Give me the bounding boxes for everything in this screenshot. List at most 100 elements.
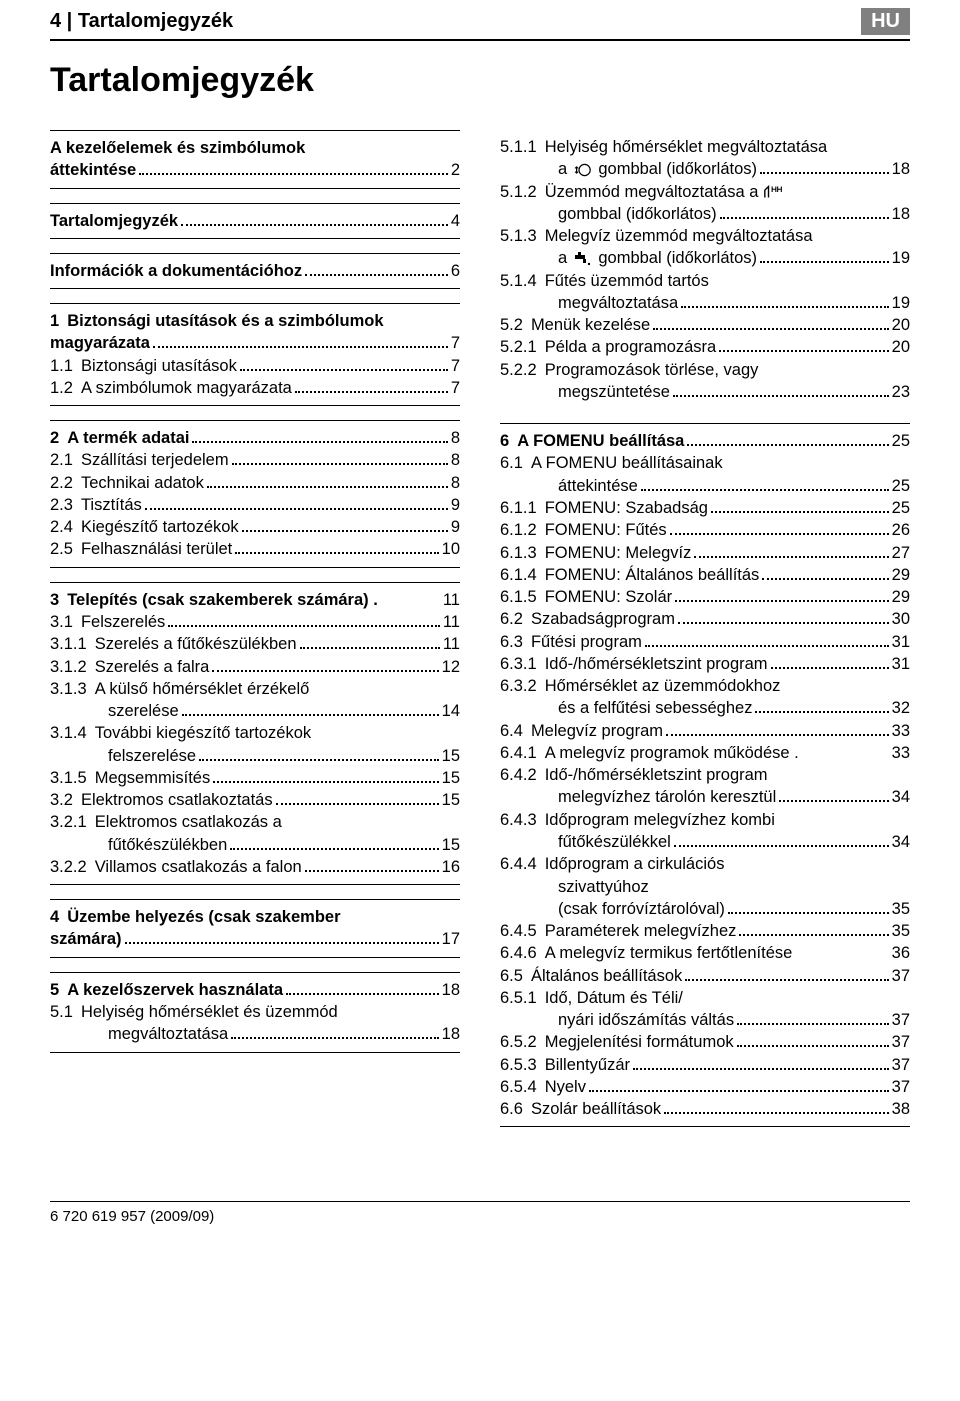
entry-label: Fűtés üzemmód tartós <box>545 270 709 292</box>
leader-dots <box>760 161 889 174</box>
toc-entry: 6.1.5FOMENU: Szolár29 <box>500 586 910 608</box>
leader-dots <box>230 836 438 849</box>
entry-label: (csak forróvíztárolóval) <box>500 898 725 920</box>
toc-column-right: 5.1.1 Helyiség hőmérséklet megváltoztatás… <box>500 130 910 1141</box>
entry-number: 2.1 <box>50 449 73 471</box>
header-left: 4 | Tartalomjegyzék <box>50 10 233 33</box>
entry-page: 37 <box>892 965 910 987</box>
entry-page: 7 <box>451 355 460 377</box>
toc-entry: 5.1.2Üzemmód megváltoztatása a <box>500 181 910 203</box>
entry-page: 19 <box>892 247 910 269</box>
toc-entry: 6.4.5Paraméterek melegvízhez35 <box>500 920 910 942</box>
leader-dots <box>276 792 439 805</box>
entry-page: 20 <box>892 314 910 336</box>
entry-page: 30 <box>892 608 910 630</box>
leader-dots <box>737 1034 889 1047</box>
entry-number: 6.1.1 <box>500 497 537 519</box>
toc-section: 2A termék adatai82.1Szállítási terjedele… <box>50 420 460 568</box>
toc-entry: 2.4Kiegészítő tartozékok9 <box>50 516 460 538</box>
entry-number: 6.3.2 <box>500 675 537 697</box>
entry-label: áttekintése <box>50 159 136 181</box>
entry-page: 14 <box>442 700 460 722</box>
entry-label: FOMENU: Általános beállítás <box>545 564 760 586</box>
entry-page: 8 <box>451 427 460 449</box>
toc-entry: 6.4.1A melegvíz programok működése .33 <box>500 742 910 764</box>
leader-dots <box>207 474 448 487</box>
entry-label: Biztonsági utasítások <box>81 355 237 377</box>
leader-dots <box>720 206 889 219</box>
toc-entry: 5.1.4Fűtés üzemmód tartós <box>500 270 910 292</box>
leader-dots <box>645 633 889 646</box>
toc-entry: 6.4.3Időprogram melegvízhez kombi <box>500 809 910 831</box>
entry-page: 25 <box>892 475 910 497</box>
entry-page: 15 <box>442 767 460 789</box>
entry-label: A termék adatai <box>67 427 189 449</box>
entry-page: 32 <box>892 697 910 719</box>
entry-number: 6.6 <box>500 1098 523 1120</box>
leader-dots <box>641 478 889 491</box>
entry-label: A melegvíz programok működése . <box>545 742 799 764</box>
entry-number: 3.1 <box>50 611 73 633</box>
entry-number: 6.1.2 <box>500 519 537 541</box>
leader-dots <box>802 745 889 758</box>
entry-page: 8 <box>451 472 460 494</box>
page: 4 | Tartalomjegyzék HU Tartalomjegyzék A… <box>0 0 960 1265</box>
entry-label: Megjelenítési formátumok <box>545 1031 734 1053</box>
entry-label: A melegvíz termikus fertőtlenítése <box>545 942 793 964</box>
toc-section: 6A FOMENU beállítása256.1A FOMENU beállí… <box>500 423 910 1127</box>
toc-entry: 6.4.6A melegvíz termikus fertőtlenítése3… <box>500 942 910 964</box>
entry-label: megváltoztatása <box>500 292 678 314</box>
entry-label: A FOMENU beállítása <box>517 430 684 452</box>
toc-entry: nyári időszámítás váltás 37 <box>500 1009 910 1031</box>
entry-label: FOMENU: Melegvíz <box>545 542 692 564</box>
toc-section: 5A kezelőszervek használata185.1Helyiség… <box>50 972 460 1053</box>
entry-label: Elektromos csatlakoztatás <box>81 789 273 811</box>
entry-label: Helyiség hőmérséklet megváltoztatása <box>545 136 827 158</box>
header-lang-badge: HU <box>861 8 910 35</box>
entry-number: 6.3.1 <box>500 653 537 675</box>
entry-number: 6 <box>500 430 509 452</box>
entry-label: megszüntetése <box>500 381 670 403</box>
entry-page: 25 <box>892 430 910 452</box>
toc-section: 1Biztonsági utasítások és a szimbólumokm… <box>50 303 460 406</box>
toc-entry: 5A kezelőszervek használata18 <box>50 979 460 1001</box>
entry-number: 3.2 <box>50 789 73 811</box>
leader-dots <box>589 1079 889 1092</box>
entry-number: 5.1.3 <box>500 225 537 247</box>
entry-page: 7 <box>451 332 460 354</box>
entry-label: Paraméterek melegvízhez <box>545 920 737 942</box>
entry-page: 15 <box>442 834 460 856</box>
entry-page: 38 <box>892 1098 910 1120</box>
entry-number: 5 <box>50 979 59 1001</box>
entry-number: 5.1.1 <box>500 136 537 158</box>
leader-dots <box>153 335 448 348</box>
toc-entry: gombbal (időkorlátos)18 <box>500 203 910 225</box>
toc-entry: 1.1Biztonsági utasítások7 <box>50 355 460 377</box>
leader-dots <box>295 380 448 393</box>
entry-label: FOMENU: Fűtés <box>545 519 667 541</box>
toc-section: 4Üzembe helyezés (csak szakemberszámára)… <box>50 899 460 958</box>
entry-number: 6.2 <box>500 608 523 630</box>
entry-number: 5.1 <box>50 1001 73 1023</box>
entry-number: 5.2 <box>500 314 523 336</box>
entry-page: 9 <box>451 516 460 538</box>
entry-number: 6.5.1 <box>500 987 537 1009</box>
entry-number: 5.1.2 <box>500 181 537 203</box>
toc-entry: 3.2.2Villamos csatlakozás a falon16 <box>50 856 460 878</box>
toc-entry: 6.5.3Billentyűzár37 <box>500 1054 910 1076</box>
entry-label: Általános beállítások <box>531 965 682 987</box>
entry-label: Telepítés (csak szakemberek számára) . <box>67 589 378 611</box>
entry-page: 29 <box>892 586 910 608</box>
toc-entry: 6.5.1Idő, Dátum és Téli/ <box>500 987 910 1009</box>
entry-page: 18 <box>892 203 910 225</box>
entry-page: 37 <box>892 1009 910 1031</box>
entry-label: Elektromos csatlakozás a <box>95 811 282 833</box>
entry-page: 33 <box>892 742 910 764</box>
entry-page: 12 <box>442 656 460 678</box>
entry-label: Hőmérséklet az üzemmódokhoz <box>545 675 781 697</box>
entry-label: Fűtési program <box>531 631 642 653</box>
leader-dots <box>779 789 888 802</box>
leader-dots <box>674 834 889 847</box>
entry-label: A kezelőszervek használata <box>67 979 283 1001</box>
entry-label: nyári időszámítás váltás <box>500 1009 734 1031</box>
